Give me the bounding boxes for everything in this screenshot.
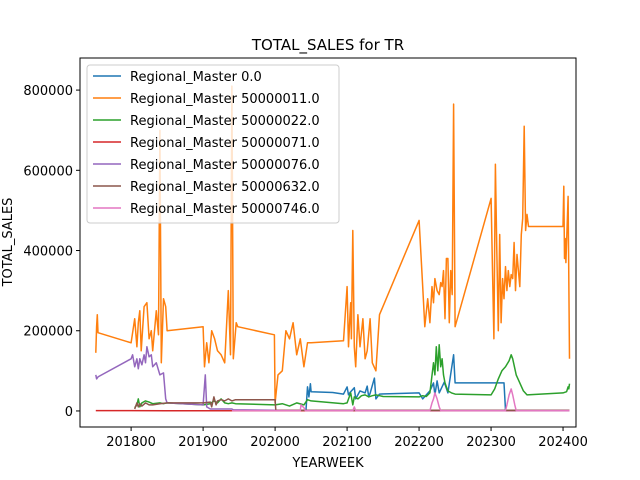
legend-label: Regional_Master 50000071.0: [130, 136, 320, 151]
y-tick-label: 600000: [23, 164, 73, 179]
x-tick-label: 202300: [466, 435, 516, 450]
legend: Regional_Master 0.0 Regional_Master 50000…: [86, 64, 340, 224]
y-tick-label: 800000: [23, 84, 73, 99]
series-line-4: [95, 346, 570, 412]
series-line-6: [231, 388, 570, 412]
chart-title: TOTAL_SALES for TR: [251, 36, 404, 55]
legend-label: Regional_Master 50000076.0: [130, 158, 320, 173]
x-tick-label: 201800: [106, 435, 156, 450]
y-tick-label: 0: [65, 405, 73, 420]
x-tick-label: 202400: [538, 435, 588, 450]
plot-frame: [79, 57, 577, 428]
series-layer: [95, 85, 571, 412]
y-tick-label: 400000: [23, 245, 73, 260]
legend-label: Regional_Master 50000632.0: [130, 180, 320, 195]
series-line-0: [305, 354, 569, 411]
x-tick-label: 202100: [322, 435, 372, 450]
legend-label: Regional_Master 50000022.0: [130, 114, 320, 129]
legend-box: [86, 64, 340, 224]
y-tick-label: 200000: [23, 325, 73, 340]
legend-label: Regional_Master 50000011.0: [130, 92, 320, 107]
x-axis: 201800 201900 202000 202100 202200 202300 2024…: [106, 427, 588, 450]
x-tick-label: 202000: [250, 435, 300, 450]
y-axis-label: TOTAL_SALES: [1, 198, 16, 288]
x-tick-label: 202200: [394, 435, 444, 450]
series-line-5: [133, 396, 570, 411]
y-axis: 0 200000 400000 600000 800000: [23, 84, 80, 420]
x-axis-label: YEARWEEK: [291, 456, 364, 471]
x-tick-label: 201900: [178, 435, 228, 450]
legend-label: Regional_Master 0.0: [130, 70, 262, 85]
legend-label: Regional_Master 50000746.0: [130, 202, 320, 217]
series-line-1: [95, 85, 571, 404]
